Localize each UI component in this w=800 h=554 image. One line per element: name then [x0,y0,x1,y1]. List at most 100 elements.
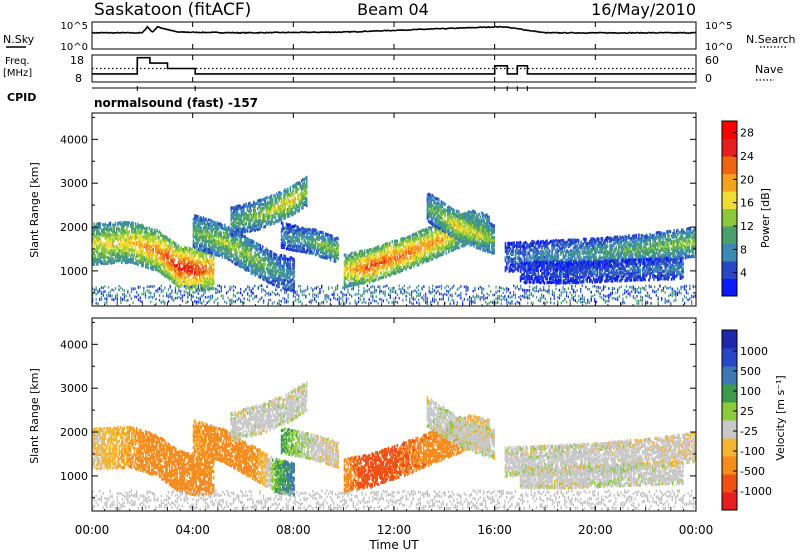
echo-cell [167,255,170,259]
echo-cell [120,240,123,244]
echo-cell [284,231,287,235]
echo-cell [409,250,411,254]
echo-cell [142,254,144,258]
echo-cell [250,243,253,247]
echo-cell [94,242,97,246]
echo-cell [238,216,240,220]
echo-cell [280,243,283,248]
echo-cell [400,265,402,270]
echo-cell [251,225,254,229]
echo-cell [251,244,254,248]
echo-cell [138,237,141,241]
echo-cell [449,237,451,241]
echo-cell [355,279,357,283]
echo-cell [196,259,198,263]
echo-cell [261,269,264,273]
echo-cell [392,268,395,272]
echo-cell [270,198,273,202]
echo-cell [181,282,183,287]
echo-cell [110,255,113,259]
echo-cell [333,236,336,241]
echo-cell [303,185,305,189]
echo-cell [107,256,109,260]
echo-cell [258,211,260,215]
echo-cell [259,226,261,231]
echo-cell [204,224,206,228]
echo-cell [271,214,274,218]
echo-cell [274,210,277,214]
echo-cell [109,223,112,227]
echo-cell [234,240,236,244]
echo-cell [323,242,326,246]
echo-cell [487,221,489,225]
echo-cell [195,241,197,246]
echo-cell [430,248,433,252]
echo-cell [165,253,167,257]
echo-cell [303,178,305,182]
echo-cell [193,224,196,228]
echo-cell [386,262,389,266]
echo-cell [415,245,417,249]
echo-cell [412,247,415,251]
echo-cell [436,227,439,231]
echo-cell [245,244,248,248]
echo-cell [201,252,204,256]
echo-cell [380,271,382,275]
echo-cell [269,271,271,275]
echo-cell [222,237,225,241]
echo-cell [118,234,120,238]
echo-cell [253,228,255,232]
echo-cell [229,250,231,254]
echo-cell [282,268,284,272]
echo-cell [225,255,227,259]
echo-cell [426,239,429,243]
echo-cell [187,271,190,275]
echo-cell [405,238,407,242]
echo-cell [363,264,366,268]
echo-cell [278,274,280,279]
echo-cell [290,201,293,205]
echo-cell [92,230,94,235]
echo-cell [182,272,185,276]
echo-cell [411,254,414,258]
echo-cell [385,251,387,255]
echo-cell [355,265,357,269]
echo-cell [162,269,165,273]
echo-cell [191,247,193,251]
echo-cell [300,179,303,183]
echo-cell [440,237,443,241]
echo-cell [212,265,215,269]
echo-cell [220,240,222,245]
echo-cell [431,249,434,253]
echo-cell [256,260,259,264]
echo-cell [430,211,433,215]
echo-cell [438,246,440,250]
echo-cell [156,262,158,266]
echo-cell [289,186,292,190]
echo-cell [417,256,420,260]
echo-cell [95,230,98,234]
echo-cell [344,282,347,286]
echo-cell [115,229,118,233]
echo-cell [212,241,215,245]
echo-cell [249,252,251,256]
echo-cell [239,261,241,266]
echo-cell [192,225,195,229]
echo-cell [176,272,178,276]
echo-cell [193,235,196,239]
echo-cell [215,229,217,233]
echo-cell [209,240,211,244]
echo-cell [357,252,360,256]
echo-cell [123,247,126,251]
echo-cell [399,254,401,258]
echo-cell [195,230,197,234]
echo-cell [425,258,428,262]
echo-cell [156,251,158,255]
echo-cell [367,272,370,276]
echo-cell [207,218,210,222]
echo-cell [274,252,277,257]
echo-cell [347,272,349,276]
echo-cell [421,228,424,233]
echo-cell [421,243,424,247]
echo-cell [289,258,292,263]
